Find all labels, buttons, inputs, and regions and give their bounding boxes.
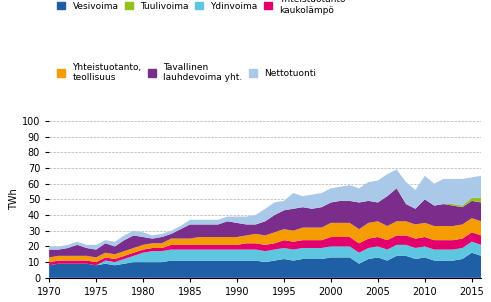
Y-axis label: TWh: TWh: [9, 188, 19, 210]
Legend: Yhteistuotanto,
teollisuus, Tavallinen
lauhdevoima yht., Nettotuonti: Yhteistuotanto, teollisuus, Tavallinen l…: [54, 59, 320, 86]
